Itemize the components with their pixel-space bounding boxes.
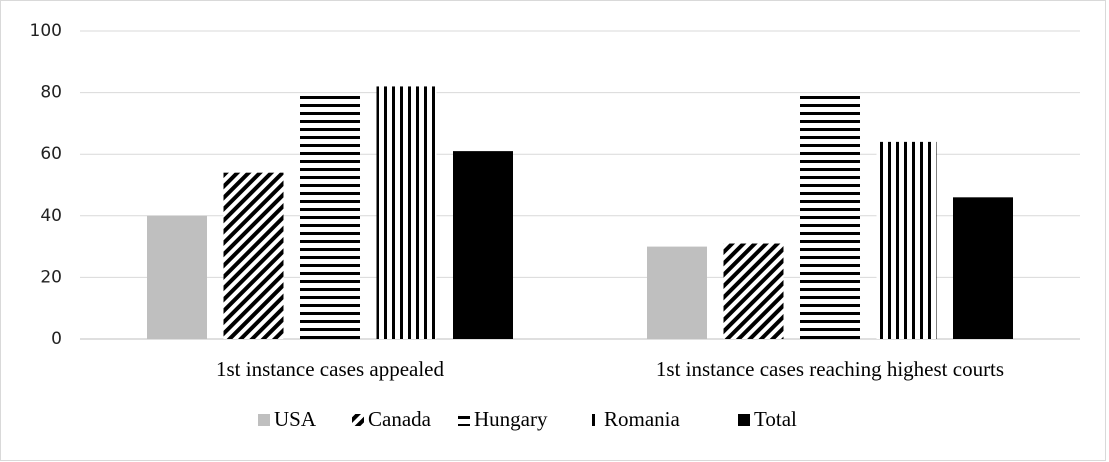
y-tick-label: 20 <box>40 267 62 287</box>
x-tick-label: 1st instance cases reaching highest cour… <box>656 357 1004 381</box>
x-tick-label: 1st instance cases appealed <box>216 357 444 381</box>
y-tick-label: 100 <box>30 21 62 41</box>
legend-label: Canada <box>368 407 432 431</box>
y-tick-label: 80 <box>40 83 62 103</box>
bar <box>876 141 937 339</box>
legend-swatch <box>738 414 750 426</box>
bar <box>147 215 207 339</box>
legend-swatch <box>588 414 600 426</box>
legend-label: Romania <box>604 407 680 431</box>
bar <box>223 172 284 339</box>
bar <box>953 197 1013 339</box>
legend-label: Total <box>754 407 797 431</box>
legend-label: Hungary <box>474 407 548 431</box>
bar <box>453 151 513 339</box>
y-tick-label: 60 <box>40 144 62 164</box>
legend-label: USA <box>274 407 317 431</box>
y-tick-label: 0 <box>51 329 62 349</box>
bar <box>300 95 360 340</box>
legend-swatch <box>458 414 470 426</box>
y-tick-label: 40 <box>40 206 62 226</box>
legend-swatch <box>258 414 270 426</box>
bar <box>647 246 707 339</box>
bar <box>800 95 860 340</box>
bar <box>376 86 437 339</box>
bar <box>723 243 784 339</box>
legend-swatch <box>352 414 364 426</box>
